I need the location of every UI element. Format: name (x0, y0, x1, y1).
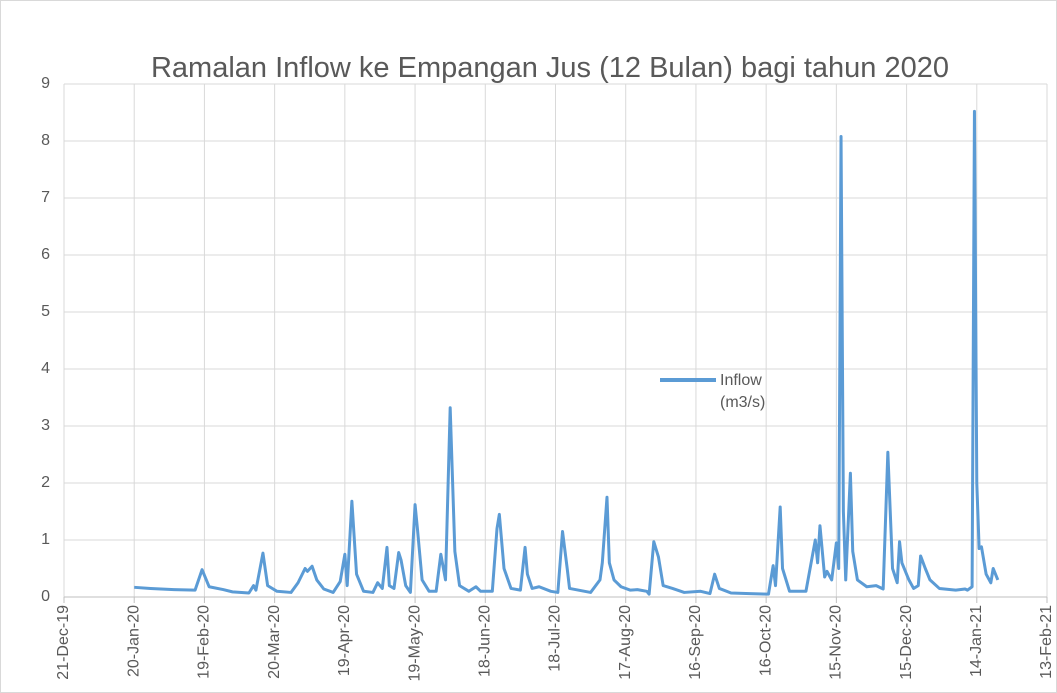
y-tick-label: 8 (41, 132, 50, 149)
x-tick-label: 19-Apr-20 (336, 605, 353, 676)
x-tick-label: 15-Nov-20 (828, 605, 845, 680)
y-tick-label: 5 (41, 303, 50, 320)
x-tick-label: 16-Oct-20 (757, 605, 774, 676)
y-tick-label: 6 (41, 246, 50, 263)
legend: Inflow (m3/s) (660, 370, 798, 414)
y-tick-label: 0 (41, 588, 50, 605)
y-tick-label: 3 (41, 417, 50, 434)
y-tick-label: 1 (41, 531, 50, 548)
x-tick-label: 19-Feb-20 (196, 605, 213, 679)
x-tick-label: 13-Feb-21 (1038, 605, 1055, 679)
x-tick-label: 15-Dec-20 (898, 605, 915, 680)
x-tick-label: 20-Mar-20 (266, 605, 283, 679)
x-tick-label: 18-Jun-20 (477, 605, 494, 677)
x-tick-label: 19-May-20 (406, 605, 423, 682)
x-tick-label: 14-Jan-21 (968, 605, 985, 677)
legend-label: Inflow (m3/s) (720, 372, 766, 411)
x-tick-label: 21-Dec-19 (55, 605, 72, 680)
y-tick-label: 7 (41, 189, 50, 206)
legend-key (660, 378, 716, 382)
x-tick-label: 18-Jul-20 (547, 605, 564, 672)
y-tick-label: 2 (41, 474, 50, 491)
y-tick-label: 9 (41, 75, 50, 92)
x-tick-label: 17-Aug-20 (617, 605, 634, 680)
x-tick-label: 20-Jan-20 (125, 605, 142, 677)
chart-title: Ramalan Inflow ke Empangan Jus (12 Bulan… (150, 52, 949, 84)
y-tick-label: 4 (41, 360, 50, 377)
x-tick-label: 16-Sep-20 (687, 605, 704, 680)
data-line (134, 109, 1000, 596)
